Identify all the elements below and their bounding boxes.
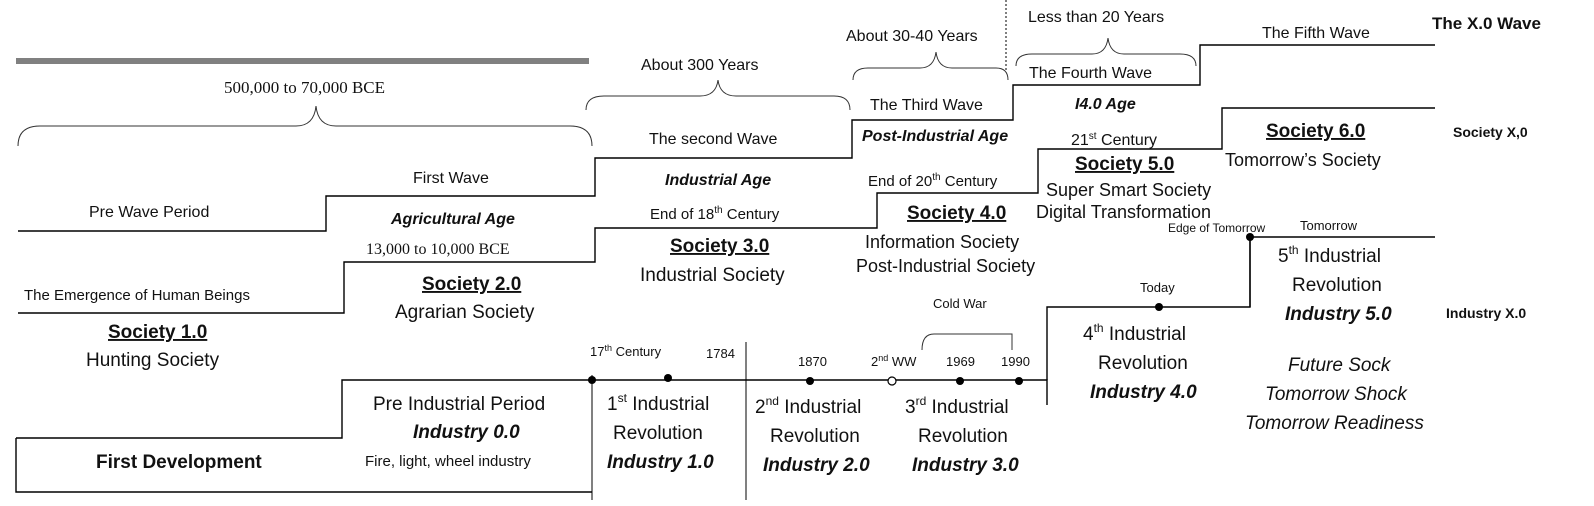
span-20-label: Less than 20 Years [1028, 9, 1164, 26]
year-1969-label: 1969 [946, 354, 975, 369]
dot-edge-of-tomorrow [1246, 233, 1254, 241]
year-1784-label: 1784 [706, 346, 735, 361]
brace-pre-wave [17, 105, 593, 147]
industry-x0-label: Industry X.0 [1446, 305, 1526, 321]
society-4-name1: Information Society [865, 232, 1019, 252]
rev2-line2: Revolution [770, 426, 860, 447]
society-1-name: Hunting Society [86, 350, 220, 371]
agricultural-age-label: Agricultural Age [390, 211, 515, 228]
rev4-line2: Revolution [1098, 353, 1188, 374]
end-20th-century-label: End of 20th Century [868, 172, 998, 190]
society-5-title: Society 5.0 [1075, 154, 1174, 175]
dot-17th-century [588, 376, 596, 384]
society-3-name: Industrial Society [640, 265, 785, 286]
brace-20-years [1015, 37, 1197, 67]
dot-1784 [664, 374, 672, 382]
emergence-label: The Emergence of Human Beings [24, 287, 250, 304]
industrial-age-label: Industrial Age [665, 172, 771, 189]
society-staircase-line [18, 107, 1435, 314]
brace-cold-war [921, 333, 1013, 351]
society-6-title: Society 6.0 [1266, 121, 1365, 142]
dot-1990 [1015, 377, 1023, 385]
industry-20-label: Industry 2.0 [763, 455, 870, 476]
society-5-name1: Super Smart Society [1046, 180, 1211, 200]
tomorrow-label: Tomorrow [1300, 218, 1358, 233]
industry-30-label: Industry 3.0 [912, 455, 1019, 476]
year-1870-label: 1870 [798, 354, 827, 369]
century-21-label: 21st Century [1071, 131, 1157, 149]
society-2-name: Agrarian Society [395, 302, 535, 323]
industry-50-label: Industry 5.0 [1285, 304, 1392, 325]
dot-ww2 [887, 376, 897, 386]
dot-1870 [806, 377, 814, 385]
dot-today [1155, 303, 1163, 311]
society-1-title: Society 1.0 [108, 322, 207, 343]
industry-rise-4 [1046, 236, 1435, 380]
post-industrial-age-label: Post-Industrial Age [862, 128, 1008, 145]
brace-30-40-years [852, 51, 1009, 81]
span-13000-label: 13,000 to 10,000 BCE [366, 241, 510, 258]
future-3-label: Tomorrow Readiness [1245, 413, 1424, 434]
rev5-line1: 5th Industrial [1278, 243, 1381, 267]
pre-wave-label: Pre Wave Period [89, 204, 209, 221]
future-2-label: Tomorrow Shock [1265, 384, 1408, 405]
today-label: Today [1140, 280, 1175, 295]
industry-staircase-line [15, 438, 592, 493]
industry-00-label: Industry 0.0 [413, 422, 520, 443]
rev3-line1: 3rd Industrial [905, 394, 1009, 418]
span-pre-label: 500,000 to 70,000 BCE [224, 78, 385, 97]
brace-300-years [585, 79, 851, 111]
rev1-line2: Revolution [613, 423, 703, 444]
third-wave-label: The Third Wave [870, 97, 983, 114]
x0-wave-label: The X.0 Wave [1432, 14, 1541, 33]
span-3040-label: About 30-40 Years [846, 28, 978, 45]
society-5-name2: Digital Transformation [1036, 202, 1211, 222]
ww2-label: 2nd WW [871, 353, 917, 369]
rev1-line1: 1st Industrial [607, 391, 709, 415]
first-wave-label: First Wave [413, 170, 489, 187]
rev2-line1: 2nd Industrial [755, 394, 861, 418]
span-300-label: About 300 Years [641, 57, 758, 74]
dot-1969 [956, 377, 964, 385]
edge-of-tomorrow-label: Edge of Tomorrow [1168, 221, 1265, 235]
future-1-label: Future Sock [1288, 355, 1392, 376]
society-4-name2: Post-Industrial Society [856, 256, 1035, 276]
pre-industrial-label: Pre Industrial Period [373, 394, 545, 415]
society-4-title: Society 4.0 [907, 203, 1006, 224]
society-3-title: Society 3.0 [670, 236, 769, 257]
century-17-label: 17th Century [590, 343, 662, 359]
rev4-line1: 4th Industrial [1083, 321, 1186, 345]
second-wave-label: The second Wave [649, 131, 777, 148]
society-x0-label: Society X,0 [1453, 124, 1528, 140]
industry-staircase-upper [16, 379, 1048, 439]
year-1990-label: 1990 [1001, 354, 1030, 369]
industry-10-label: Industry 1.0 [607, 452, 714, 473]
cold-war-label: Cold War [933, 296, 987, 311]
end-18th-century-label: End of 18th Century [650, 205, 780, 223]
fire-light-wheel-label: Fire, light, wheel industry [365, 453, 531, 470]
society-6-name: Tomorrow’s Society [1225, 150, 1381, 170]
industry-40-label: Industry 4.0 [1090, 382, 1197, 403]
i40-age-label: I4.0 Age [1075, 96, 1136, 113]
fourth-wave-label: The Fourth Wave [1029, 65, 1152, 82]
rev3-line2: Revolution [918, 426, 1008, 447]
first-development-label: First Development [96, 452, 262, 473]
society-2-title: Society 2.0 [422, 274, 521, 295]
waves-staircase-line [18, 44, 1435, 232]
rev5-line2: Revolution [1292, 275, 1382, 296]
fifth-wave-label: The Fifth Wave [1262, 25, 1370, 42]
